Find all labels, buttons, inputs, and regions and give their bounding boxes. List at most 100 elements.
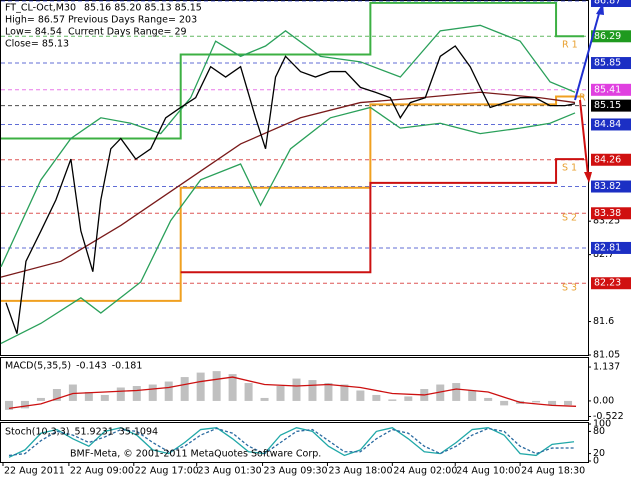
histogram-bar: [164, 381, 173, 401]
series-line: [0, 106, 576, 345]
x-tick-label: 22 Aug 17:00: [135, 466, 199, 477]
histogram-bar: [228, 374, 237, 401]
histogram-bar: [84, 391, 93, 401]
x-tick-label: 23 Aug 18:00: [328, 466, 392, 477]
histogram-bar: [180, 377, 189, 401]
series-line: [5, 45, 576, 334]
level-box: [591, 57, 631, 70]
y-tick-label: 1.137: [593, 362, 620, 373]
close: Close= 85.13: [5, 39, 69, 50]
histogram-bar: [36, 397, 45, 401]
arrowhead: [584, 172, 592, 183]
histogram-bar: [388, 399, 397, 401]
symbol: FT_CL-Oct,M30: [5, 3, 76, 14]
x-tick-label: 24 Aug 02:00: [393, 466, 457, 477]
level-label: R 1: [562, 40, 578, 51]
level-value: 85.85: [594, 58, 621, 69]
level-box: [591, 0, 631, 7]
x-tick-label: 24 Aug 18:30: [521, 466, 585, 477]
prev-range: Previous Days Range= 203: [68, 15, 197, 26]
histogram-bar: [436, 384, 445, 401]
level-value: 83.38: [594, 208, 621, 219]
x-tick-label: 23 Aug 09:30: [264, 466, 328, 477]
step-line: [1, 95, 585, 302]
level-value: 82.81: [594, 242, 621, 253]
level-box: [591, 207, 631, 220]
y-tick-label: 82.7: [593, 249, 614, 260]
level-box: [591, 241, 631, 254]
level-label: S 3: [562, 283, 577, 294]
histogram-bar: [132, 386, 141, 401]
arrow-up: [574, 9, 601, 101]
indicator-value: -0.143: [76, 361, 107, 372]
arrowhead: [596, 3, 604, 15]
indicator-title: MACD(5,35,5): [5, 361, 71, 372]
level-box: [591, 99, 631, 112]
cur-range: Current Days Range= 29: [68, 27, 187, 38]
series-line: [8, 427, 575, 458]
step-line: [180, 158, 585, 274]
x-tick-label: 24 Aug 10:00: [456, 466, 520, 477]
histogram-bar: [100, 394, 109, 401]
series-line: [0, 91, 576, 278]
level-value: 84.84: [594, 119, 621, 130]
histogram-bar: [196, 372, 205, 401]
histogram-bar: [452, 383, 461, 401]
level-value: 86.29: [594, 31, 621, 42]
histogram-bar: [68, 384, 77, 401]
histogram-bar: [372, 394, 381, 401]
histogram-bar: [244, 383, 253, 401]
level-box: [591, 83, 631, 96]
histogram-bar: [148, 384, 157, 401]
arrow-down: [579, 99, 589, 176]
histogram-bar: [532, 400, 541, 403]
level-value: 84.26: [594, 154, 621, 165]
indicator-title: Stoch(10,3,3): [5, 427, 69, 438]
histogram-bar: [276, 386, 285, 401]
level-value: 85.41: [594, 84, 621, 95]
level-value: 85.15: [594, 100, 621, 111]
series-line: [8, 427, 575, 457]
histogram-bar: [468, 390, 477, 401]
histogram-bar: [356, 390, 365, 401]
series-line: [0, 24, 576, 268]
histogram-bar: [292, 378, 301, 401]
high: High= 86.57: [5, 15, 65, 26]
level-value: 86.87: [594, 0, 621, 7]
histogram-bar: [484, 397, 493, 401]
x-tick-label: 23 Aug 01:30: [198, 466, 262, 477]
y-tick-label: 83.25: [593, 216, 620, 227]
histogram-bar: [20, 400, 29, 409]
level-box: [591, 180, 631, 193]
low: Low= 84.54: [5, 27, 62, 38]
level-box: [591, 153, 631, 166]
histogram-bar: [564, 400, 573, 406]
level-value: 83.82: [594, 181, 621, 192]
histogram-bar: [404, 396, 413, 401]
y-tick-label: -0.522: [593, 411, 624, 422]
level-box: [591, 118, 631, 131]
level-label: S 1: [562, 163, 577, 174]
level-label: R: [579, 93, 586, 104]
histogram-bar: [548, 400, 557, 406]
histogram-bar: [260, 397, 269, 401]
ohlc: 85.16 85.20 85.13 85.15: [84, 3, 202, 14]
histogram-bar: [340, 384, 349, 401]
level-box: [591, 30, 631, 43]
level-label: S 2: [562, 213, 577, 224]
stoch-panel: [0, 422, 589, 463]
level-value: 82.23: [594, 278, 621, 289]
histogram-bar: [52, 389, 61, 401]
histogram-bar: [4, 400, 13, 410]
histogram-bar: [324, 383, 333, 401]
copyright: BMF-Meta, © 2001-2011 MetaQuotes Softwar…: [70, 449, 321, 460]
x-tick-label: 22 Aug 2011: [4, 466, 65, 477]
y-tick-label: 100: [593, 419, 611, 430]
y-tick-label: 81.05: [593, 350, 620, 361]
histogram-bar: [212, 371, 221, 401]
indicator-value: 51.9231: [74, 427, 113, 438]
y-tick-label: 80: [593, 426, 605, 437]
y-tick-label: 81.6: [593, 316, 614, 327]
y-tick-label: 20: [593, 448, 605, 459]
